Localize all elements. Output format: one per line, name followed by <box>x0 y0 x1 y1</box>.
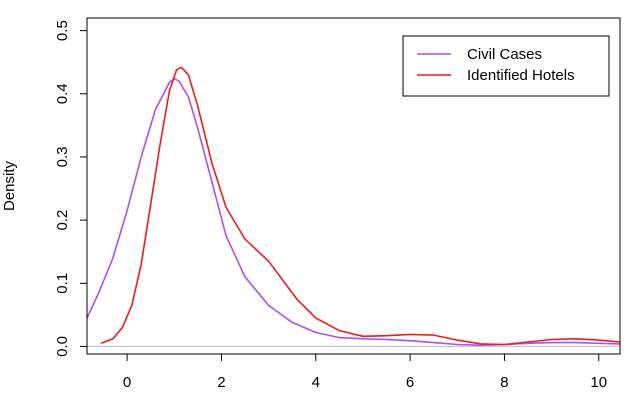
y-tick-label: 0.2 <box>54 210 71 231</box>
x-tick-label: 8 <box>500 374 508 391</box>
x-tick-label: 0 <box>123 374 131 391</box>
x-tick-label: 2 <box>217 374 225 391</box>
y-tick-label: 0.3 <box>54 147 71 168</box>
y-axis: 0.0 0.1 0.2 0.3 0.4 0.5 <box>54 20 88 357</box>
y-tick-label: 0.5 <box>54 20 71 41</box>
y-tick-label: 0.4 <box>54 83 71 104</box>
legend: Civil Cases Identified Hotels <box>402 35 610 97</box>
y-tick-label: 0.0 <box>54 336 71 357</box>
legend-label: Identified Hotels <box>467 67 575 84</box>
y-tick-label: 0.1 <box>54 273 71 294</box>
x-axis: 0 2 4 6 8 10 <box>123 353 607 391</box>
legend-label: Civil Cases <box>467 46 542 63</box>
x-tick-label: 4 <box>312 374 320 391</box>
series-line-civil-cases <box>86 77 621 347</box>
y-axis-label: Density <box>1 160 18 211</box>
x-tick-label: 6 <box>406 374 414 391</box>
series-layer <box>86 66 621 347</box>
x-tick-label: 10 <box>590 374 607 391</box>
series-line-identified-hotels <box>100 66 621 346</box>
legend-box <box>402 35 610 97</box>
